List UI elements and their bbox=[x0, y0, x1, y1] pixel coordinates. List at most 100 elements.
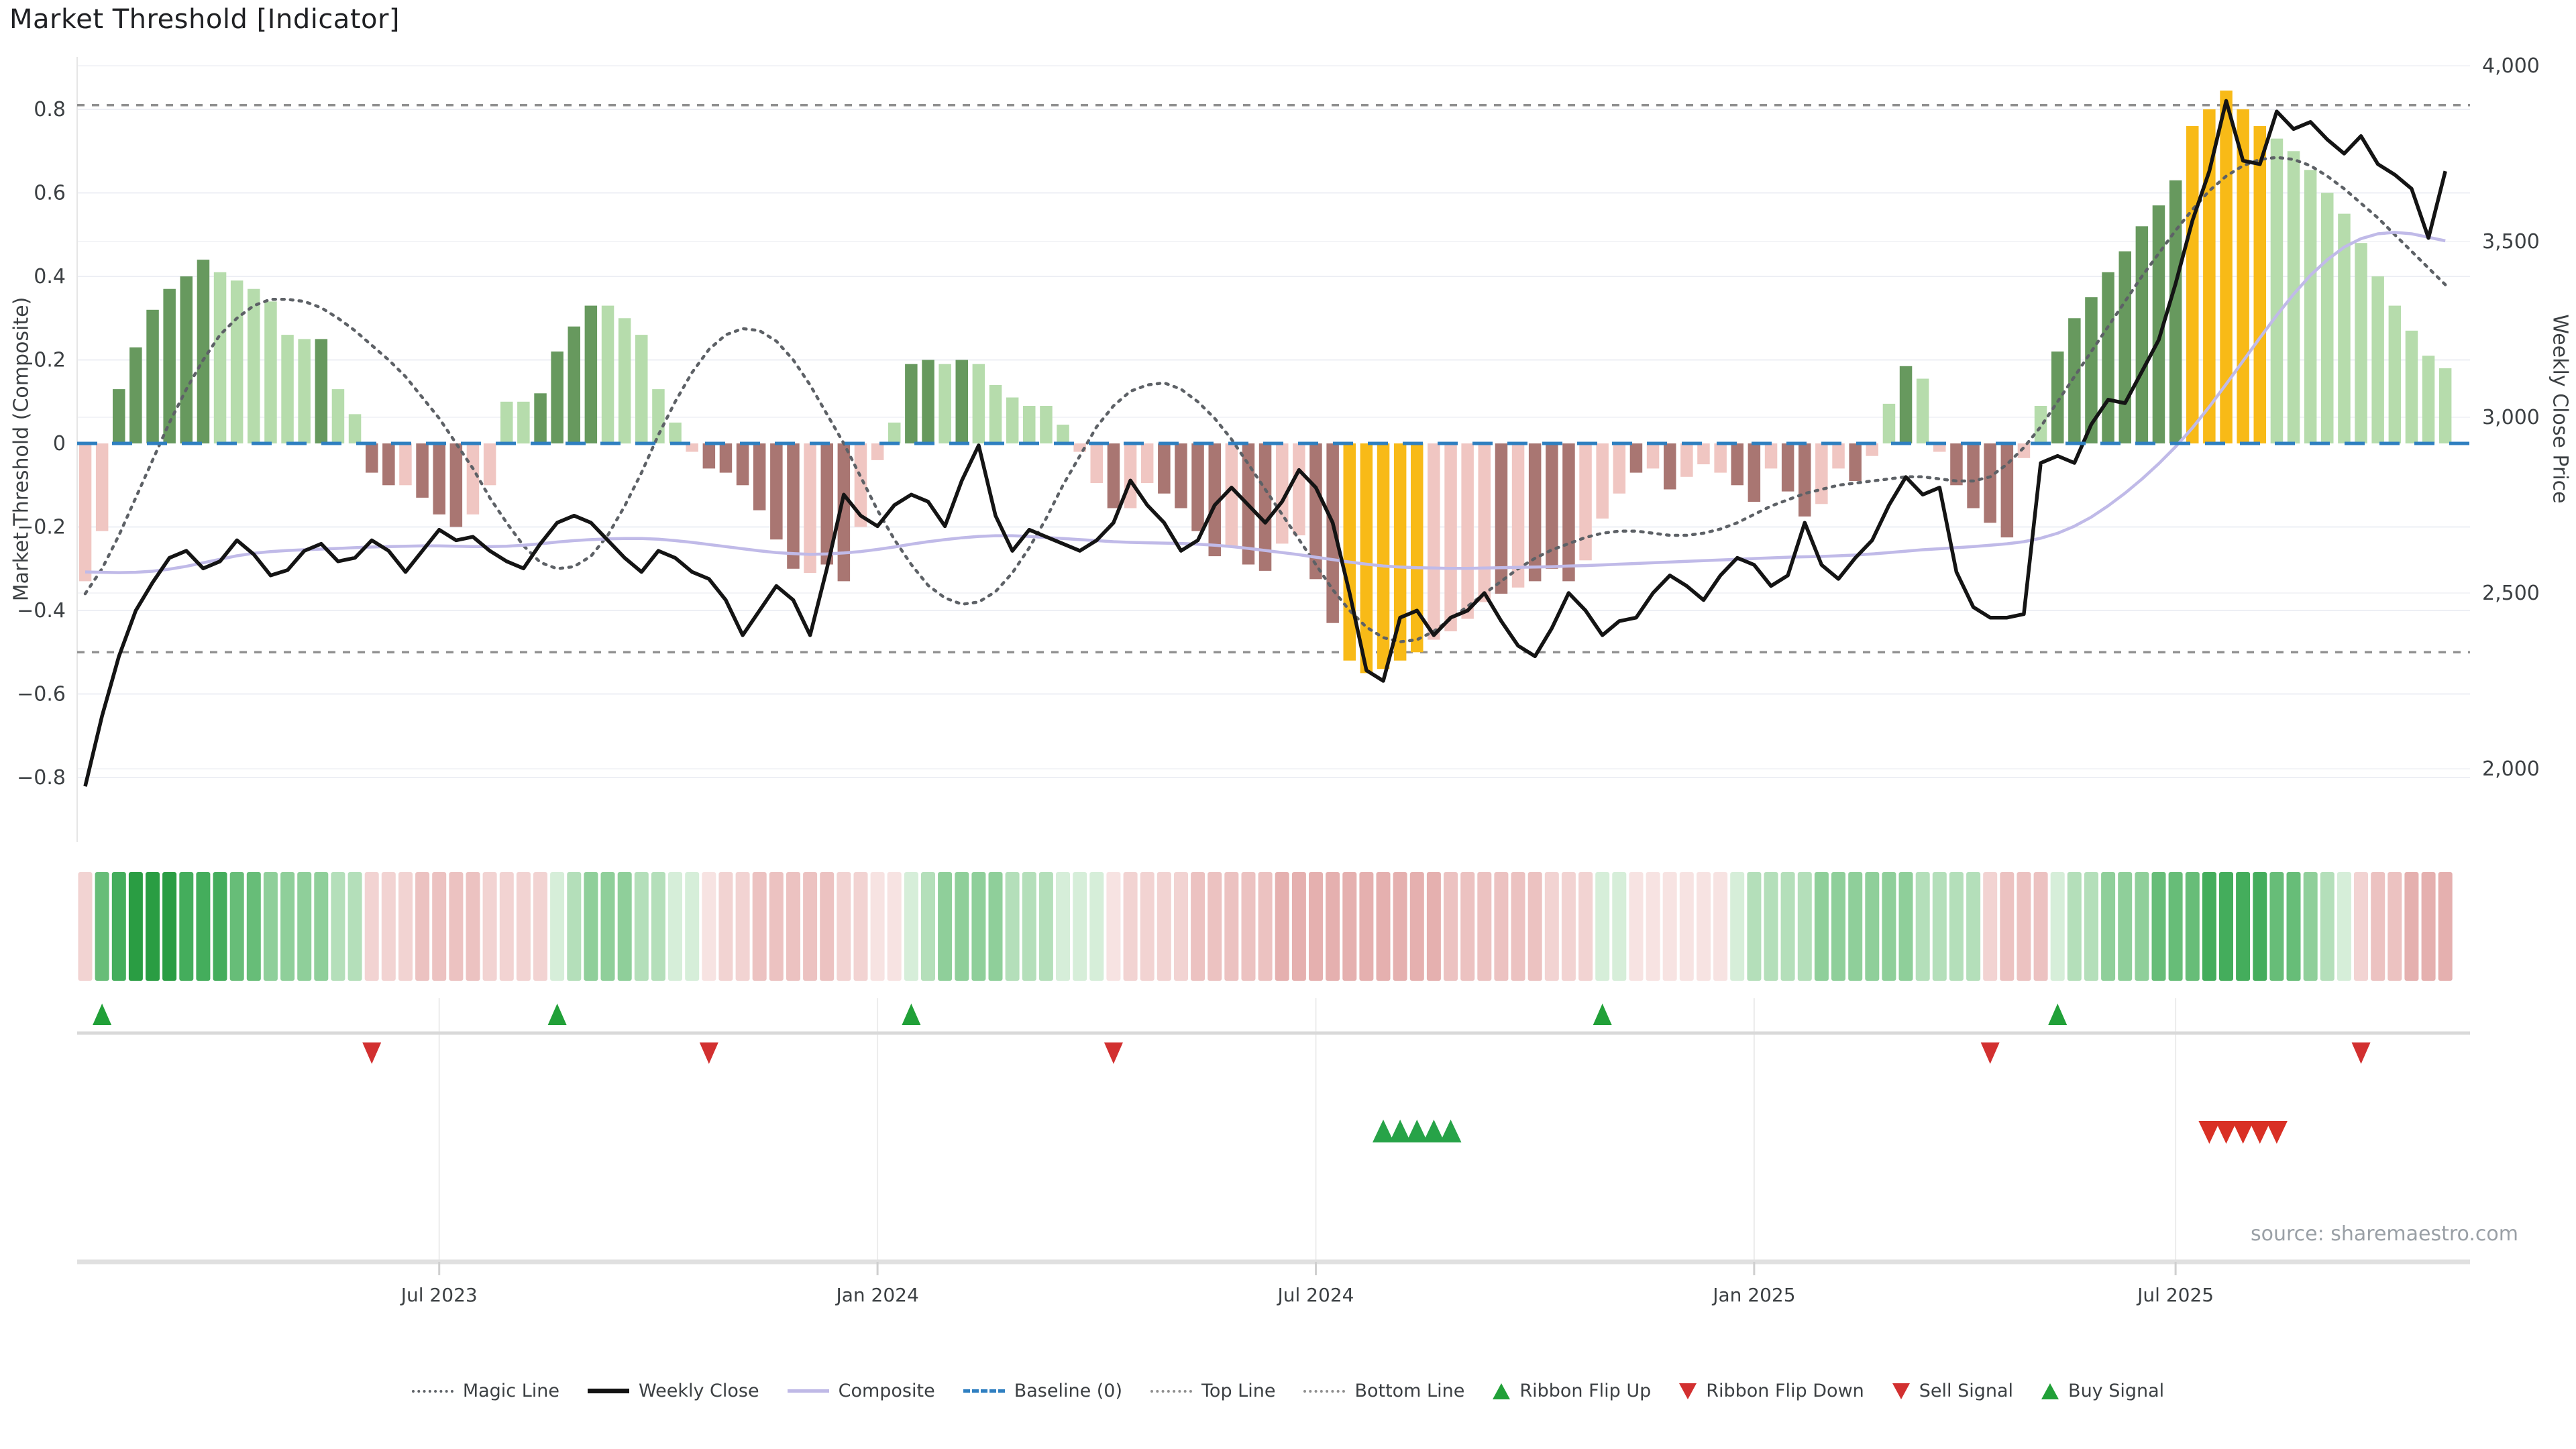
indicator-bar[interactable] bbox=[2152, 205, 2165, 443]
indicator-bar[interactable] bbox=[2118, 251, 2132, 443]
ribbon-cell[interactable] bbox=[1511, 872, 1525, 981]
ribbon-cell[interactable] bbox=[213, 872, 227, 981]
indicator-bar[interactable] bbox=[1360, 443, 1373, 674]
indicator-bar[interactable] bbox=[736, 443, 749, 486]
indicator-bar[interactable] bbox=[1731, 443, 1744, 486]
indicator-bar[interactable] bbox=[2068, 318, 2081, 444]
indicator-bar[interactable] bbox=[1258, 443, 1272, 571]
ribbon-cell[interactable] bbox=[1544, 872, 1559, 981]
indicator-bar[interactable] bbox=[2253, 125, 2267, 443]
ribbon-cell[interactable] bbox=[1629, 872, 1644, 981]
indicator-bar[interactable] bbox=[1933, 443, 1946, 452]
buy-signal-marker[interactable] bbox=[1406, 1120, 1428, 1142]
ribbon-cell[interactable] bbox=[2151, 872, 2166, 981]
ribbon-cell[interactable] bbox=[769, 872, 784, 981]
indicator-bar[interactable] bbox=[466, 443, 480, 515]
ribbon-cell[interactable] bbox=[128, 872, 143, 981]
indicator-bar[interactable] bbox=[1107, 443, 1120, 508]
buy-signal-marker[interactable] bbox=[1440, 1120, 1462, 1142]
indicator-bar[interactable] bbox=[483, 443, 496, 486]
indicator-bar[interactable] bbox=[568, 326, 581, 443]
ribbon-cell[interactable] bbox=[1747, 872, 1762, 981]
indicator-bar[interactable] bbox=[1646, 443, 1660, 469]
ribbon-cell[interactable] bbox=[1038, 872, 1053, 981]
ribbon-cell[interactable] bbox=[1056, 872, 1070, 981]
indicator-bar[interactable] bbox=[601, 305, 614, 443]
legend-item-weekly-close[interactable]: Weekly Close bbox=[588, 1381, 759, 1401]
ribbon-cell[interactable] bbox=[78, 872, 93, 981]
indicator-bar[interactable] bbox=[837, 443, 851, 582]
indicator-bar[interactable] bbox=[281, 335, 294, 443]
indicator-bar[interactable] bbox=[1444, 443, 1457, 632]
ribbon-cell[interactable] bbox=[146, 872, 160, 981]
ribbon-cell[interactable] bbox=[870, 872, 885, 981]
indicator-bar[interactable] bbox=[331, 389, 345, 443]
ribbon-cell[interactable] bbox=[162, 872, 177, 981]
legend-item-bottom-line[interactable]: Bottom Line bbox=[1303, 1381, 1464, 1401]
ribbon-cell[interactable] bbox=[1646, 872, 1660, 981]
indicator-bar[interactable] bbox=[1225, 443, 1238, 546]
indicator-bar[interactable] bbox=[298, 339, 311, 443]
ribbon-cell[interactable] bbox=[988, 872, 1003, 981]
indicator-bar[interactable] bbox=[972, 364, 985, 443]
indicator-bar[interactable] bbox=[1528, 443, 1542, 582]
indicator-bar[interactable] bbox=[1596, 443, 1609, 519]
indicator-bar[interactable] bbox=[2034, 406, 2047, 443]
ribbon-cell[interactable] bbox=[668, 872, 682, 981]
indicator-bar[interactable] bbox=[1764, 443, 1778, 469]
ribbon-cell[interactable] bbox=[1730, 872, 1745, 981]
indicator-bar[interactable] bbox=[1158, 443, 1171, 494]
ribbon-cell[interactable] bbox=[1679, 872, 1694, 981]
ribbon-cell[interactable] bbox=[347, 872, 362, 981]
indicator-bar[interactable] bbox=[584, 305, 598, 443]
indicator-bar[interactable] bbox=[2000, 443, 2014, 538]
indicator-bar[interactable] bbox=[1478, 443, 1491, 602]
indicator-bar[interactable] bbox=[2017, 443, 2031, 458]
indicator-bar[interactable] bbox=[315, 339, 328, 443]
ribbon-cell[interactable] bbox=[2320, 872, 2334, 981]
indicator-bar[interactable] bbox=[669, 422, 682, 443]
indicator-bar[interactable] bbox=[2186, 125, 2199, 443]
indicator-bar[interactable] bbox=[2169, 180, 2182, 443]
indicator-bar[interactable] bbox=[820, 443, 834, 565]
indicator-bar[interactable] bbox=[534, 393, 547, 443]
indicator-bar[interactable] bbox=[1546, 443, 1558, 569]
indicator-bar[interactable] bbox=[129, 347, 142, 443]
indicator-bar[interactable] bbox=[1799, 443, 1811, 517]
indicator-bar[interactable] bbox=[1916, 378, 1929, 444]
sell-signal-marker[interactable] bbox=[2265, 1121, 2288, 1144]
ribbon-cell[interactable] bbox=[2202, 872, 2216, 981]
indicator-bar[interactable] bbox=[1411, 443, 1424, 653]
indicator-bar[interactable] bbox=[1899, 366, 1913, 443]
indicator-bar[interactable] bbox=[2237, 109, 2249, 443]
ribbon-cell[interactable] bbox=[786, 872, 800, 981]
indicator-bar[interactable] bbox=[1191, 443, 1204, 531]
ribbon-cell[interactable] bbox=[1241, 872, 1256, 981]
indicator-bar[interactable] bbox=[1428, 443, 1440, 640]
ribbon-cell[interactable] bbox=[955, 872, 969, 981]
ribbon-cell[interactable] bbox=[887, 872, 902, 981]
ribbon-cell[interactable] bbox=[1005, 872, 1020, 981]
indicator-bar[interactable] bbox=[989, 384, 1002, 443]
ribbon-cell[interactable] bbox=[2269, 872, 2284, 981]
ribbon-cell[interactable] bbox=[381, 872, 396, 981]
indicator-bar[interactable] bbox=[686, 443, 698, 452]
indicator-bar[interactable] bbox=[1562, 443, 1575, 582]
ribbon-cell[interactable] bbox=[280, 872, 295, 981]
indicator-bar[interactable] bbox=[2355, 243, 2367, 443]
ribbon-cell[interactable] bbox=[1865, 872, 1880, 981]
ribbon-flip-down-marker[interactable] bbox=[1980, 1042, 2000, 1064]
ribbon-cell[interactable] bbox=[1494, 872, 1509, 981]
ribbon-cell[interactable] bbox=[1932, 872, 1947, 981]
indicator-bar[interactable] bbox=[1309, 443, 1322, 580]
magic-line[interactable] bbox=[83, 156, 2447, 643]
buy-signal-marker[interactable] bbox=[1373, 1120, 1395, 1142]
ribbon-flip-down-marker[interactable] bbox=[699, 1042, 718, 1064]
indicator-bar[interactable] bbox=[1006, 397, 1019, 444]
ribbon-cell[interactable] bbox=[2438, 872, 2453, 981]
indicator-bar[interactable] bbox=[1849, 443, 1862, 481]
ribbon-cell[interactable] bbox=[1797, 872, 1812, 981]
ribbon-cell[interactable] bbox=[196, 872, 211, 981]
indicator-bar[interactable] bbox=[382, 443, 395, 486]
sell-signal-marker[interactable] bbox=[2249, 1121, 2271, 1144]
